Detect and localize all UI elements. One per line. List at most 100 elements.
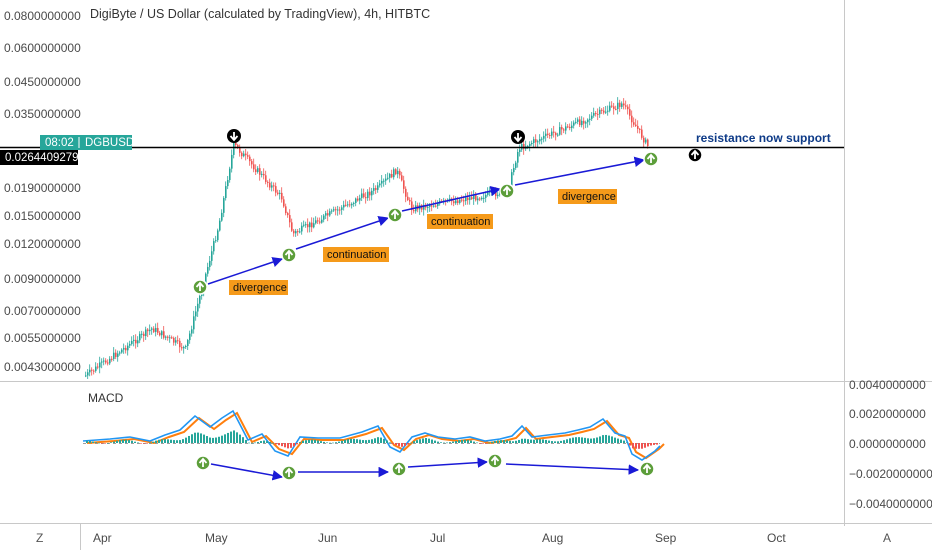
candle-body: [566, 126, 569, 128]
candle-body: [186, 340, 189, 347]
candle-body: [244, 153, 247, 156]
up-arrow-icon: [690, 149, 700, 159]
candle-body: [216, 230, 219, 241]
candle-body: [400, 175, 403, 181]
macd-histogram-bar: [572, 437, 574, 443]
resistance-label: resistance now support: [696, 131, 831, 145]
candle-body: [134, 339, 137, 344]
candle-body: [578, 119, 581, 126]
candle-body: [300, 225, 303, 232]
macd-histogram-bar: [425, 438, 427, 443]
macd-histogram-bar: [257, 441, 259, 443]
candle-body: [544, 133, 547, 136]
candle-body: [140, 333, 143, 335]
macd-histogram-bar: [608, 435, 610, 443]
candle-body: [356, 198, 359, 201]
zoom-button-z[interactable]: Z: [36, 531, 43, 545]
macd-histogram-bar: [227, 432, 229, 443]
macd-y-tick-label: 0.0020000000: [849, 407, 926, 421]
candle-body: [226, 180, 229, 187]
candle-body: [288, 215, 291, 223]
macd-histogram-bar: [338, 441, 340, 443]
candle-body: [308, 222, 311, 228]
candle-body: [296, 231, 299, 233]
macd-arrow-1: [210, 463, 284, 481]
candle-body: [90, 369, 93, 371]
candle-body: [204, 273, 207, 286]
candle-body: [546, 133, 549, 135]
candle-body: [362, 193, 365, 198]
annotations: divergence continuation continuation diverg…: [192, 129, 703, 481]
candle-body: [224, 186, 227, 199]
macd-signal-up-3: [391, 461, 407, 477]
macd-line: [82, 409, 661, 461]
candle-body: [480, 197, 483, 200]
candle-body: [336, 209, 339, 211]
candle-body: [340, 207, 343, 210]
candle-body: [212, 241, 215, 252]
candle-body: [548, 134, 551, 136]
up-arrow-icon: [284, 249, 294, 259]
y-tick-label: 0.0150000000: [4, 209, 81, 223]
candle-body: [558, 127, 561, 135]
macd-histogram-bar: [485, 443, 487, 444]
macd-histogram-bar: [542, 439, 544, 443]
label-continuation-2-text: continuation: [431, 216, 490, 228]
candle-body: [122, 347, 125, 350]
candle-body: [280, 192, 283, 200]
macd-histogram-bar: [290, 443, 292, 448]
macd-histogram-bar: [470, 440, 472, 443]
candle-body: [604, 111, 607, 113]
candle-body: [342, 204, 345, 208]
signal-up-2: [281, 247, 297, 263]
candle-body: [562, 129, 565, 131]
macd-histogram-bar: [224, 434, 226, 443]
candle-body: [454, 200, 457, 204]
candle-body: [394, 169, 397, 175]
candle-body: [172, 337, 175, 343]
candle-body: [272, 185, 275, 187]
macd-histogram-bar: [377, 437, 379, 443]
candle-body: [164, 336, 167, 338]
candle-body: [324, 213, 327, 216]
candle-body: [452, 201, 455, 204]
candle-body: [626, 106, 629, 110]
macd-histogram-bar: [344, 439, 346, 443]
candle-body: [230, 154, 233, 169]
macd-histogram-bar: [125, 439, 127, 443]
macd-histogram-bar: [581, 437, 583, 443]
macd-histogram-bar: [212, 437, 214, 443]
candle-body: [464, 197, 467, 202]
macd-histogram-bar: [113, 441, 115, 443]
macd-histogram-bar: [305, 440, 307, 443]
candle-body: [486, 191, 489, 195]
macd-histogram-bar: [89, 440, 91, 443]
time-label-aug: Aug: [542, 531, 563, 545]
time-label-apr: Apr: [93, 531, 112, 545]
macd-histogram-bar: [146, 443, 148, 444]
macd-histogram-bar: [128, 440, 130, 443]
candle-body: [568, 126, 571, 129]
candle-body: [120, 349, 123, 353]
candle-body: [350, 203, 353, 206]
candle-body: [530, 143, 533, 145]
candle-body: [406, 196, 409, 200]
macd-histogram-bar: [287, 443, 289, 449]
macd-histogram-bar: [548, 440, 550, 443]
auto-scale-button[interactable]: A: [883, 531, 891, 545]
macd-arrow-4: [505, 463, 640, 475]
macd-histogram-bar: [416, 440, 418, 443]
candle-body: [514, 162, 517, 168]
macd-histogram-bar: [149, 442, 151, 444]
up-arrow-icon: [502, 185, 512, 195]
y-tick-label: 0.0090000000: [4, 272, 81, 286]
label-continuation-1-text: continuation: [327, 249, 386, 261]
macd-histogram-bar: [119, 440, 121, 443]
macd-histogram-bar: [272, 442, 274, 444]
candle-body: [622, 103, 625, 106]
candle-body: [640, 129, 643, 138]
macd-histogram-bar: [233, 430, 235, 443]
candle-body: [284, 206, 287, 214]
candle-body: [610, 105, 613, 107]
